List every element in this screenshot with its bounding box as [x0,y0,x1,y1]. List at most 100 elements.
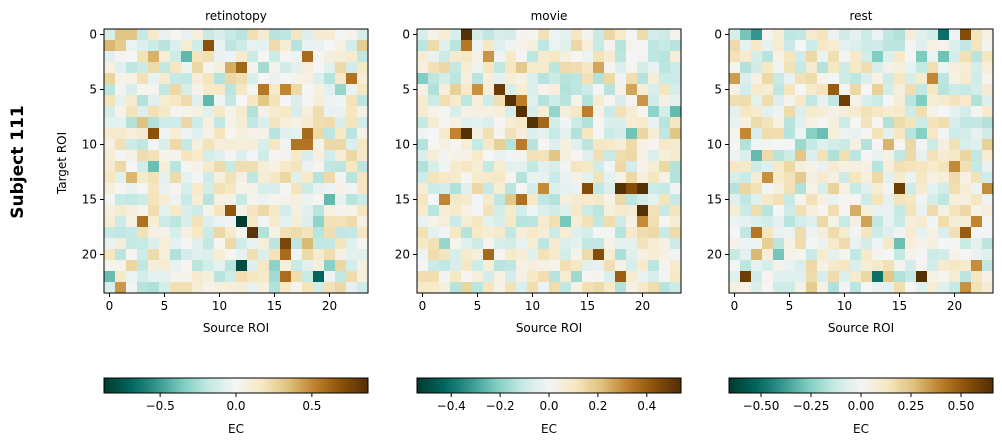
colorbar-segment [500,378,504,393]
colorbar-segment [619,378,623,393]
colorbar-segment [139,378,142,393]
heatmap-cell [472,73,484,85]
heatmap-cell [960,282,972,294]
x-axis-label: Source ROI [828,321,894,335]
colorbar-segment [894,378,897,393]
heatmap-cell [357,249,369,261]
heatmap-cell [159,282,171,294]
heatmap-cell [659,95,671,107]
heatmap-cell [916,84,928,96]
colorbar-segment [630,378,634,393]
heatmap-cell [280,139,292,151]
heatmap-cells [417,29,682,294]
colorbar-segment [137,378,140,393]
heatmap-cell [982,150,994,162]
colorbar-segment [786,378,789,393]
heatmap-cell [949,249,961,261]
heatmap-cell [659,106,671,118]
heatmap-cell [637,183,649,195]
heatmap-cell [740,216,752,228]
colorbar-segment [623,378,627,393]
heatmap-cell [637,73,649,85]
heatmap-cell [960,238,972,250]
panel-title: movie [531,9,568,23]
heatmap-cell [302,161,314,173]
heatmap-cell [626,150,638,162]
colorbar-segment [924,378,928,393]
heatmap-cell [806,249,818,261]
colorbar-segment [154,378,158,393]
heatmap-cell [549,139,561,151]
heatmap-cell [839,238,851,250]
heatmap-cell [494,205,506,217]
heatmap-cell [483,84,495,96]
heatmap-cell [729,84,741,96]
heatmap-cell [313,95,325,107]
heatmap-cell [104,249,116,261]
heatmap-cell [861,128,873,140]
heatmap-cell [861,150,873,162]
colorbar-segment [282,378,285,393]
heatmap-cell [417,150,429,162]
heatmap-cell [225,139,237,151]
colorbar-segment [674,378,678,393]
heatmap-cell [938,194,950,206]
heatmap-cell [126,40,138,52]
heatmap-cell [817,62,829,74]
heatmap-cell [159,95,171,107]
heatmap-cell [883,139,895,151]
heatmap-cell [938,117,950,129]
colorbar-segment [781,378,785,393]
heatmap-cell [982,117,994,129]
heatmap-cell [236,139,248,151]
heatmap-cell [604,249,616,261]
heatmap-cell [839,161,851,173]
heatmap-cell [538,51,550,63]
heatmap-cell [313,183,325,195]
heatmap-cell [861,216,873,228]
heatmap-cell [236,183,248,195]
heatmap-cell [626,216,638,228]
heatmap-cell [428,161,440,173]
heatmap-cell [751,282,763,294]
heatmap-cell [335,128,347,140]
heatmap-cell [905,238,917,250]
heatmap-cell [192,51,204,63]
heatmap-cell [291,62,303,74]
colorbar-segment [198,378,202,393]
heatmap-cell [773,73,785,85]
heatmap-cell [324,95,336,107]
heatmap-cell [181,172,193,184]
heatmap-cell [258,51,270,63]
heatmap-cell [104,29,116,41]
colorbar-segment [784,378,787,393]
heatmap-cell [784,205,796,217]
heatmap-cell [938,150,950,162]
heatmap-cell [949,172,961,184]
heatmap-cell [883,40,895,52]
heatmap-cell [593,238,605,250]
heatmap-cell [615,84,627,96]
colorbar-segment [639,378,642,393]
heatmap-cell [648,260,660,272]
heatmap-cell [527,106,539,118]
heatmap-cell [828,117,840,129]
heatmap-cell [593,128,605,140]
colorbar-segment [579,378,583,393]
heatmap-cell [549,161,561,173]
heatmap-cell [203,84,215,96]
colorbar-segment [557,378,561,393]
heatmap-cell [604,62,616,74]
axes-frame [728,28,994,294]
heatmap-cell [225,216,237,228]
heatmap-cell [483,139,495,151]
heatmap-cell [225,161,237,173]
heatmap-cell [571,205,583,217]
panel-title: rest [849,9,872,23]
heatmap-cell [148,282,160,294]
heatmap-cell [450,249,462,261]
heatmap-cell [850,117,862,129]
heatmap-cell [450,51,462,63]
colorbar-segment [231,378,235,393]
heatmap-cell [615,117,627,129]
